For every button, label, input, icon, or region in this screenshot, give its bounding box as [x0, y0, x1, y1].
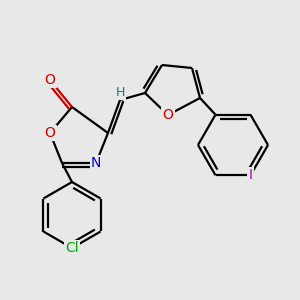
Text: O: O: [45, 126, 56, 140]
Text: Cl: Cl: [65, 241, 79, 255]
Text: O: O: [163, 108, 173, 122]
Text: O: O: [45, 73, 56, 87]
Text: H: H: [115, 85, 125, 98]
Text: I: I: [248, 168, 253, 182]
Text: N: N: [91, 156, 101, 170]
